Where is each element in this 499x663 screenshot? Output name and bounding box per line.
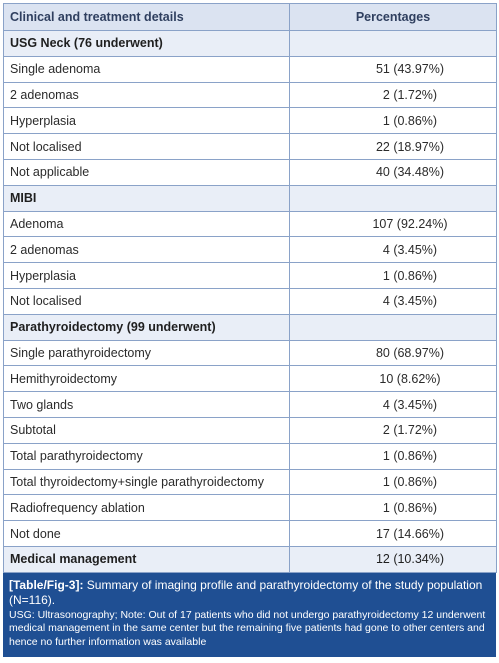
row-value: 1 (0.86%) [289, 442, 497, 470]
table-row: Not done 17 (14.66%) [3, 520, 497, 547]
row-value: 1 (0.86%) [289, 468, 497, 496]
row-value: 51 (43.97%) [289, 55, 497, 83]
row-label: Two glands [3, 391, 290, 418]
row-value: 4 (3.45%) [289, 287, 497, 315]
row-label: MIBI [3, 184, 290, 212]
row-value [289, 30, 497, 57]
table-row: 2 adenomas 2 (1.72%) [3, 81, 497, 109]
row-label: Not done [3, 520, 290, 547]
data-table: Clinical and treatment details Percentag… [3, 3, 497, 573]
row-value: 4 (3.45%) [289, 391, 497, 418]
row-value: 1 (0.86%) [289, 494, 497, 522]
row-label: Medical management [3, 545, 290, 573]
row-label: Not localised [3, 133, 290, 160]
section-row: Medical management 12 (10.34%) [3, 545, 497, 573]
row-value: 4 (3.45%) [289, 236, 497, 264]
row-label: USG Neck (76 underwent) [3, 30, 290, 57]
row-value [289, 313, 497, 341]
row-label: Single parathyroidectomy [3, 339, 290, 367]
row-value: 40 (34.48%) [289, 158, 497, 186]
section-row: USG Neck (76 underwent) [3, 30, 497, 57]
table-figure: Clinical and treatment details Percentag… [3, 3, 497, 660]
row-label: Subtotal [3, 416, 290, 444]
row-label: Total thyroidectomy+single parathyroidec… [3, 468, 290, 496]
table-row: Hyperplasia 1 (0.86%) [3, 107, 497, 135]
row-label: Adenoma [3, 210, 290, 238]
row-value: 10 (8.62%) [289, 365, 497, 393]
row-label: Hyperplasia [3, 107, 290, 135]
row-label: Hyperplasia [3, 262, 290, 289]
table-row: Two glands 4 (3.45%) [3, 391, 497, 418]
row-value: 80 (68.97%) [289, 339, 497, 367]
row-value: 1 (0.86%) [289, 107, 497, 135]
table-row: Total parathyroidectomy 1 (0.86%) [3, 442, 497, 470]
table-row: Subtotal 2 (1.72%) [3, 416, 497, 444]
column-header-details: Clinical and treatment details [3, 3, 290, 31]
row-label: Radiofrequency ablation [3, 494, 290, 522]
row-label: Single adenoma [3, 55, 290, 83]
row-label: Not applicable [3, 158, 290, 186]
row-value: 17 (14.66%) [289, 520, 497, 547]
row-value [289, 184, 497, 212]
table-row: Not applicable 40 (34.48%) [3, 158, 497, 186]
table-row: Single parathyroidectomy 80 (68.97%) [3, 339, 497, 367]
row-label: 2 adenomas [3, 81, 290, 109]
row-label: Parathyroidectomy (99 underwent) [3, 313, 290, 341]
caption-title: Summary of imaging profile and parathyro… [9, 577, 483, 607]
row-value: 1 (0.86%) [289, 262, 497, 289]
caption-tag: [Table/Fig-3]: [9, 577, 84, 592]
row-value: 2 (1.72%) [289, 81, 497, 109]
section-row: Parathyroidectomy (99 underwent) [3, 313, 497, 341]
row-label: Not localised [3, 287, 290, 315]
row-value: 12 (10.34%) [289, 545, 497, 573]
table-caption: [Table/Fig-3]: Summary of imaging profil… [3, 572, 496, 657]
table-row: 2 adenomas 4 (3.45%) [3, 236, 497, 264]
row-label: Hemithyroidectomy [3, 365, 290, 393]
table-row: Hyperplasia 1 (0.86%) [3, 262, 497, 289]
table-row: Radiofrequency ablation 1 (0.86%) [3, 494, 497, 522]
row-value: 22 (18.97%) [289, 133, 497, 160]
table-row: Single adenoma 51 (43.97%) [3, 55, 497, 83]
row-value: 2 (1.72%) [289, 416, 497, 444]
row-label: Total parathyroidectomy [3, 442, 290, 470]
table-row: Not localised 4 (3.45%) [3, 287, 497, 315]
column-header-percentages: Percentages [289, 3, 497, 31]
caption-note: USG: Ultrasonography; Note: Out of 17 pa… [9, 608, 486, 648]
row-label: 2 adenomas [3, 236, 290, 264]
table-header-row: Clinical and treatment details Percentag… [3, 3, 497, 31]
section-row: MIBI [3, 184, 497, 212]
table-row: Total thyroidectomy+single parathyroidec… [3, 468, 497, 496]
table-row: Adenoma 107 (92.24%) [3, 210, 497, 238]
row-value: 107 (92.24%) [289, 210, 497, 238]
table-row: Hemithyroidectomy 10 (8.62%) [3, 365, 497, 393]
table-row: Not localised 22 (18.97%) [3, 133, 497, 160]
